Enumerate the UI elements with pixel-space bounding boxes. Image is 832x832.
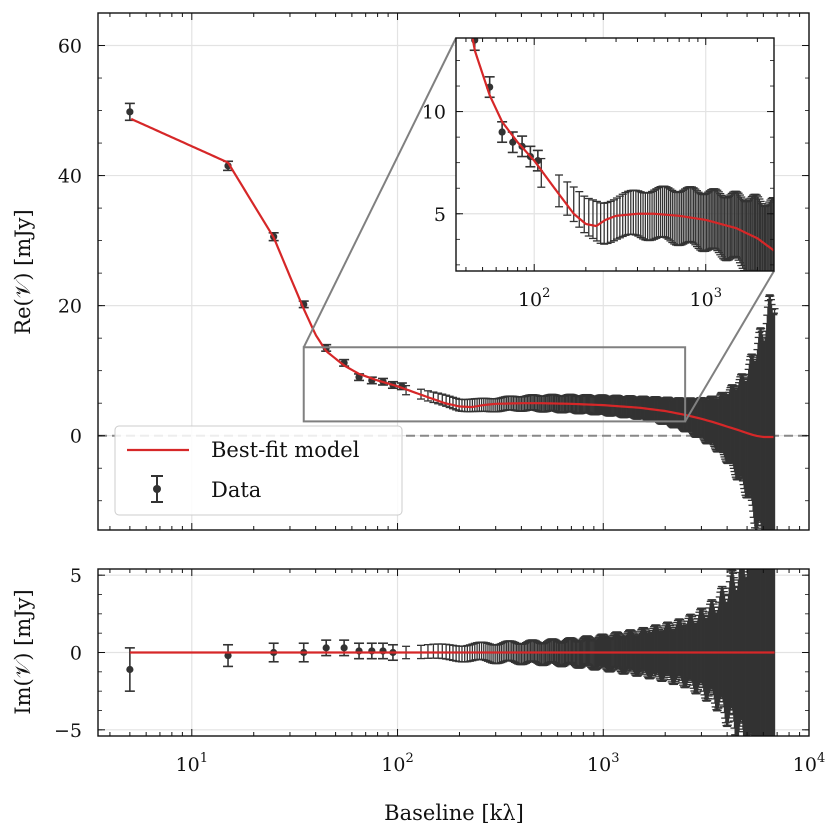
imag-dense-errorbars (402, 569, 776, 736)
imag-ytick-label: 5 (70, 565, 82, 587)
x-axis-label: Baseline [kλ] (384, 801, 524, 825)
main-ytick-label: 60 (58, 36, 82, 58)
data-point (126, 665, 134, 674)
legend-data-swatch-marker (153, 485, 161, 493)
main-y-axis-label: Re(𝒱) [mJy] (11, 209, 35, 334)
main-dense-errorbars (402, 294, 779, 530)
inset-frame (455, 37, 775, 272)
inset-ytick-label: 10 (422, 102, 446, 124)
inset-xtick-label: 103 (690, 286, 722, 311)
xtick-label: 101 (176, 751, 208, 776)
imag-data-points (124, 639, 398, 692)
inset-ytick-label: 5 (434, 204, 446, 226)
legend-model-label: Best-fit model (211, 438, 360, 462)
inset-gridlines (456, 38, 774, 271)
data-point (126, 108, 134, 116)
main-model-curve (130, 117, 774, 439)
imag-y-axis-label: Im(𝒱) [mJy] (11, 589, 35, 714)
model-curve (130, 117, 774, 439)
legend: Best-fit model Data (114, 425, 403, 516)
zoom-connector-line (302, 37, 457, 348)
data-point (224, 651, 232, 660)
xtick-label: 102 (381, 751, 413, 776)
legend-frame (114, 425, 403, 516)
data-point (509, 138, 517, 146)
zoom-box (302, 37, 775, 423)
imaginary-part-panel: −5 0 5 101 102 103 104 Im(𝒱) [mJy] Basel… (11, 565, 825, 825)
imag-ticks (98, 569, 810, 736)
imag-ytick-label: 0 (70, 643, 82, 665)
main-ytick-label: 0 (70, 426, 82, 448)
main-ytick-label: 40 (58, 166, 82, 188)
inset-model-curve (471, 38, 774, 252)
model-curve (471, 38, 774, 252)
inset-ticks (456, 38, 774, 271)
xtick-label: 103 (587, 751, 619, 776)
data-point (322, 644, 330, 652)
inset-zoom-panel: 5 10 102 103 (422, 37, 775, 311)
zoom-box-rect (302, 346, 687, 423)
main-ticks (98, 12, 810, 530)
main-ytick-labels: 0 20 40 60 (58, 36, 82, 448)
real-part-panel: 0 20 40 60 Re(𝒱) [mJy] Best-fit model Da… (11, 12, 810, 531)
legend-data-label: Data (211, 478, 261, 502)
main-ytick-label: 20 (58, 296, 82, 318)
zoom-connector-line (684, 270, 775, 422)
imag-ytick-label: −5 (54, 720, 82, 742)
data-point (340, 644, 348, 652)
inset-xtick-label: 102 (518, 286, 550, 311)
xtick-label: 104 (793, 751, 825, 776)
data-point (498, 128, 506, 136)
inset-background (456, 38, 774, 271)
main-frame (97, 12, 810, 531)
